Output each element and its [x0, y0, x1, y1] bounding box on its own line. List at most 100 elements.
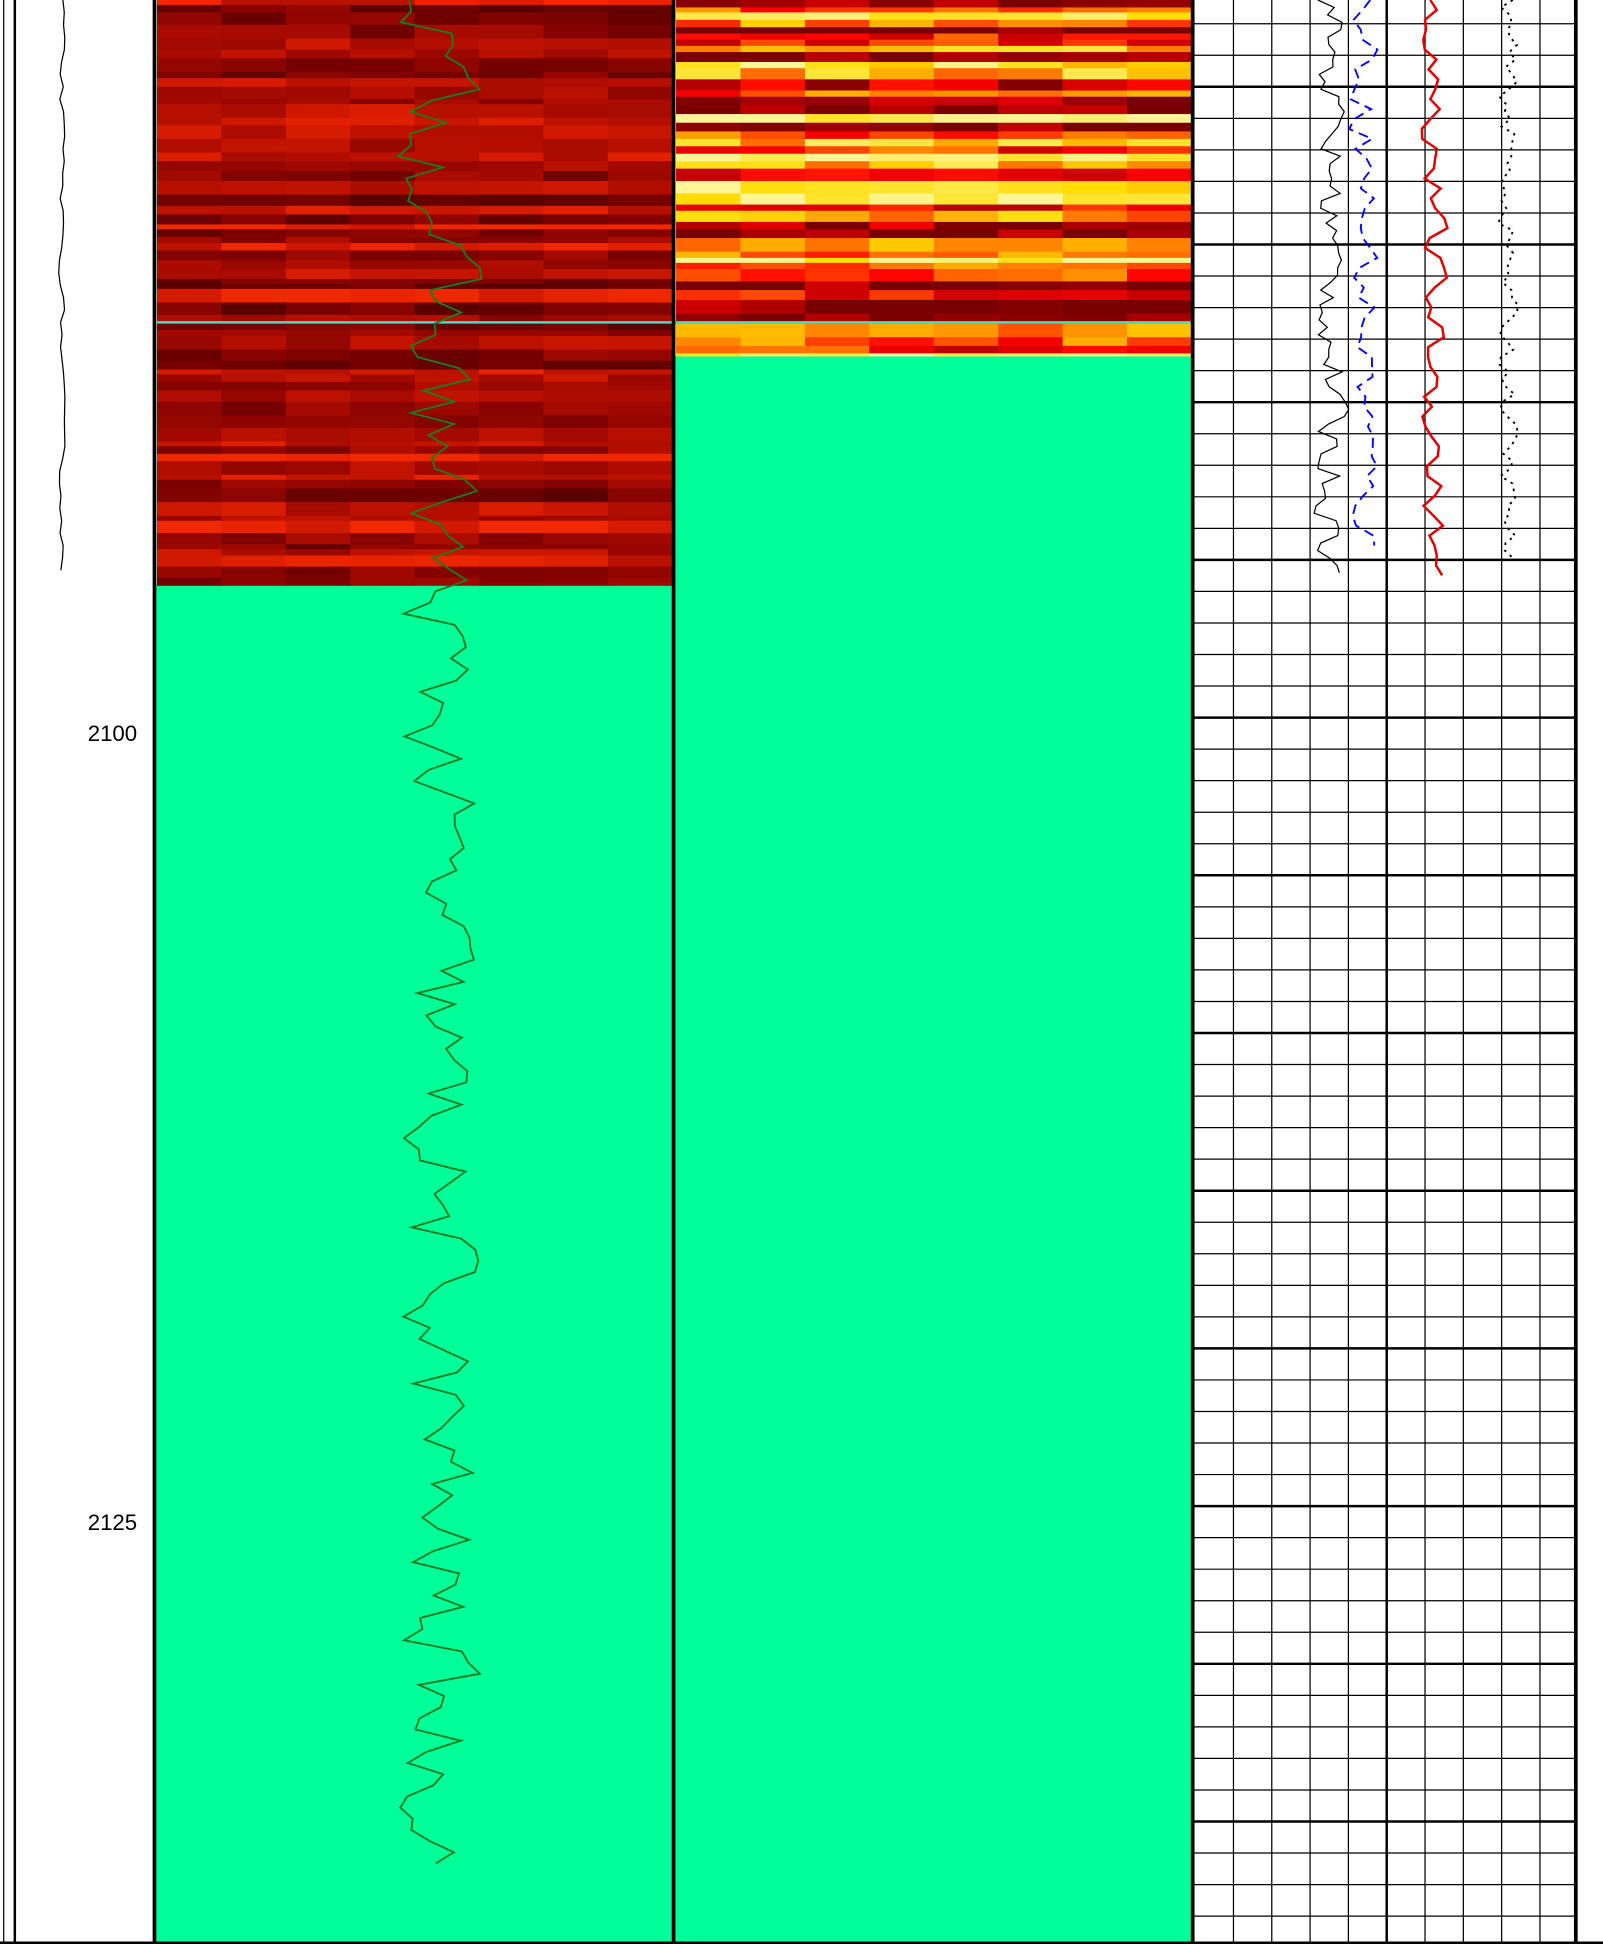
heatmap-cell	[676, 210, 742, 223]
heatmap-cell	[156, 138, 223, 154]
heatmap-cell	[869, 323, 935, 338]
heatmap-cell	[933, 96, 999, 107]
heatmap-cell	[414, 446, 480, 455]
heatmap-cell	[543, 269, 609, 280]
heatmap-cell	[350, 125, 416, 140]
heatmap-cell	[933, 281, 999, 291]
heatmap-cell	[804, 251, 870, 259]
heatmap-cell	[543, 329, 609, 337]
heatmap-cell	[1062, 39, 1128, 47]
heatmap-cell	[607, 214, 673, 226]
heatmap-cell	[479, 453, 545, 462]
heatmap-cell	[543, 260, 609, 270]
heatmap-cell	[414, 99, 480, 105]
heatmap-cell	[998, 238, 1064, 253]
heatmap-cell	[414, 453, 480, 462]
heatmap-cell	[414, 381, 480, 392]
heatmap-cell	[350, 4, 416, 14]
heatmap-cell	[676, 12, 742, 21]
heatmap-cell	[221, 515, 287, 522]
heatmap-cell	[933, 45, 999, 53]
heatmap-cell	[221, 86, 287, 100]
heatmap-cell	[740, 90, 806, 98]
heatmap-cell	[933, 52, 999, 63]
heatmap-cell	[607, 250, 673, 261]
heatmap-cell	[933, 138, 999, 147]
log-curve	[1313, 0, 1350, 573]
heatmap-cell	[156, 125, 223, 140]
heatmap-cell	[740, 181, 806, 195]
heatmap-cell	[740, 27, 806, 35]
heatmap-cell	[479, 243, 545, 252]
heatmap-cell	[804, 39, 870, 47]
heatmap-cell	[1127, 114, 1193, 124]
heatmap-cell	[543, 446, 609, 455]
heatmap-cell	[998, 0, 1064, 9]
heatmap-cell	[1062, 52, 1128, 63]
heatmap-cell	[414, 302, 480, 316]
heatmap-cell	[607, 12, 673, 26]
heatmap-cell	[414, 566, 480, 579]
heatmap-cell	[804, 345, 870, 354]
heatmap-cell	[804, 79, 870, 92]
heatmap-cell	[607, 401, 673, 416]
heatmap-cell	[285, 544, 351, 550]
heatmap-cell	[1127, 262, 1193, 270]
heatmap-cell	[221, 260, 287, 270]
heatmap-cell	[869, 0, 935, 9]
heatmap-cell	[607, 283, 673, 290]
depth-label: 2125	[88, 1510, 137, 1535]
heatmap-cell	[350, 369, 416, 376]
heatmap-cell	[804, 300, 870, 315]
heatmap-cell	[998, 257, 1064, 264]
heatmap-cell	[350, 479, 416, 490]
heatmap-cell	[479, 4, 545, 14]
heatmap-cell	[479, 360, 545, 371]
heatmap-cell	[869, 269, 935, 283]
heatmap-cell	[676, 300, 742, 315]
heatmap-cell	[998, 262, 1064, 270]
heatmap-cell	[740, 0, 806, 9]
heatmap-cell	[156, 533, 223, 545]
heatmap-cell	[804, 204, 870, 212]
heatmap-cell	[479, 205, 545, 216]
heatmap-cell	[350, 314, 416, 325]
heatmap-cell	[285, 427, 351, 442]
heatmap-cell	[1062, 210, 1128, 223]
heatmap-cell	[221, 555, 287, 568]
heatmap-cell	[804, 161, 870, 170]
heatmap-cell	[998, 33, 1064, 41]
heatmap-cell	[998, 353, 1064, 357]
heatmap-cell	[350, 577, 416, 586]
heatmap-cell	[933, 19, 999, 28]
heatmap-cell	[740, 221, 806, 230]
heatmap-cell	[1062, 290, 1128, 301]
heatmap-cell	[1062, 251, 1128, 259]
heatmap-cell	[543, 544, 609, 550]
heatmap-cell	[156, 243, 223, 252]
heatmap-cell	[804, 281, 870, 291]
heatmap-cell	[804, 181, 870, 195]
heatmap-cell	[869, 181, 935, 195]
heatmap-cell	[607, 335, 673, 351]
heatmap-cell	[998, 168, 1064, 182]
heatmap-cell	[414, 214, 480, 226]
heatmap-cell	[156, 415, 223, 429]
heatmap-cell	[156, 78, 223, 88]
heatmap-cell	[740, 161, 806, 170]
heatmap-cell	[1062, 257, 1128, 264]
heatmap-cell	[414, 229, 480, 238]
heatmap-cell	[1127, 131, 1193, 140]
heatmap-cell	[221, 329, 287, 337]
heatmap-cell	[479, 171, 545, 182]
heatmap-cell	[156, 479, 223, 490]
heatmap-cell	[285, 533, 351, 545]
heatmap-cell	[479, 474, 545, 481]
heatmap-cell	[350, 374, 416, 383]
heatmap-cell	[1127, 19, 1193, 28]
heatmap-cell	[350, 390, 416, 403]
heatmap-cell	[414, 369, 480, 376]
heatmap-cell	[1062, 45, 1128, 53]
heatmap-cell	[350, 194, 416, 207]
heatmap-cell	[221, 427, 287, 442]
